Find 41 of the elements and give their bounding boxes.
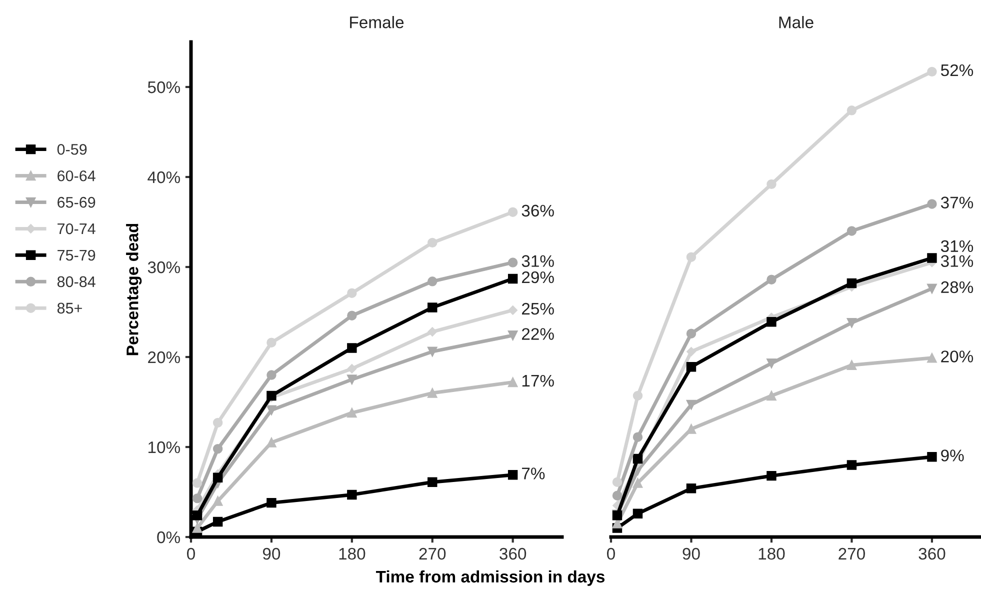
x-tick-label: 180 <box>758 548 785 560</box>
y-tick-label: 20% <box>148 351 180 364</box>
x-tick-label: 90 <box>262 548 280 560</box>
x-tick-label: 360 <box>500 548 526 560</box>
chart-title: Female <box>350 16 404 28</box>
legend-label: 75-79 <box>58 250 96 261</box>
data-label: 37% <box>940 196 974 208</box>
x-tick-label: 0 <box>607 548 615 560</box>
x-tick-label: 0 <box>187 548 195 560</box>
chart-title: Male <box>779 16 814 28</box>
data-label: 31% <box>940 255 974 267</box>
y-tick-label: 40% <box>148 171 180 184</box>
data-label: 9% <box>941 450 964 462</box>
data-label: 17% <box>522 374 554 387</box>
x-tick-label: 270 <box>419 548 446 560</box>
x-tick-label: 270 <box>838 548 865 560</box>
y-tick-label: 0% <box>157 531 180 544</box>
data-label: 31% <box>522 255 554 267</box>
x-tick-label: 90 <box>682 548 700 560</box>
data-label: 22% <box>522 328 554 340</box>
data-label: 36% <box>522 204 554 217</box>
data-label: 20% <box>941 350 974 362</box>
y-tick-label: 10% <box>148 441 180 454</box>
legend-label: 70-74 <box>58 223 96 234</box>
x-tick-label: 180 <box>339 548 366 560</box>
data-label: 52% <box>940 64 974 76</box>
data-label: 28% <box>941 281 974 294</box>
legend-label: 0-59 <box>57 144 87 155</box>
data-label: 25% <box>522 302 554 315</box>
legend-label: 80-84 <box>57 276 96 288</box>
legend-label: 85+ <box>57 302 82 314</box>
data-label: 29% <box>522 271 554 284</box>
y-axis-title: Percentage dead <box>126 224 142 356</box>
data-label: 7% <box>522 468 545 480</box>
x-axis-title: Time from admission in days <box>376 570 605 586</box>
legend-label: 65-69 <box>58 196 96 208</box>
data-label: 31% <box>940 240 974 252</box>
legend-label: 60-64 <box>58 170 96 182</box>
y-tick-label: 30% <box>148 261 180 274</box>
x-tick-label: 360 <box>918 548 946 560</box>
y-tick-label: 50% <box>148 81 180 94</box>
